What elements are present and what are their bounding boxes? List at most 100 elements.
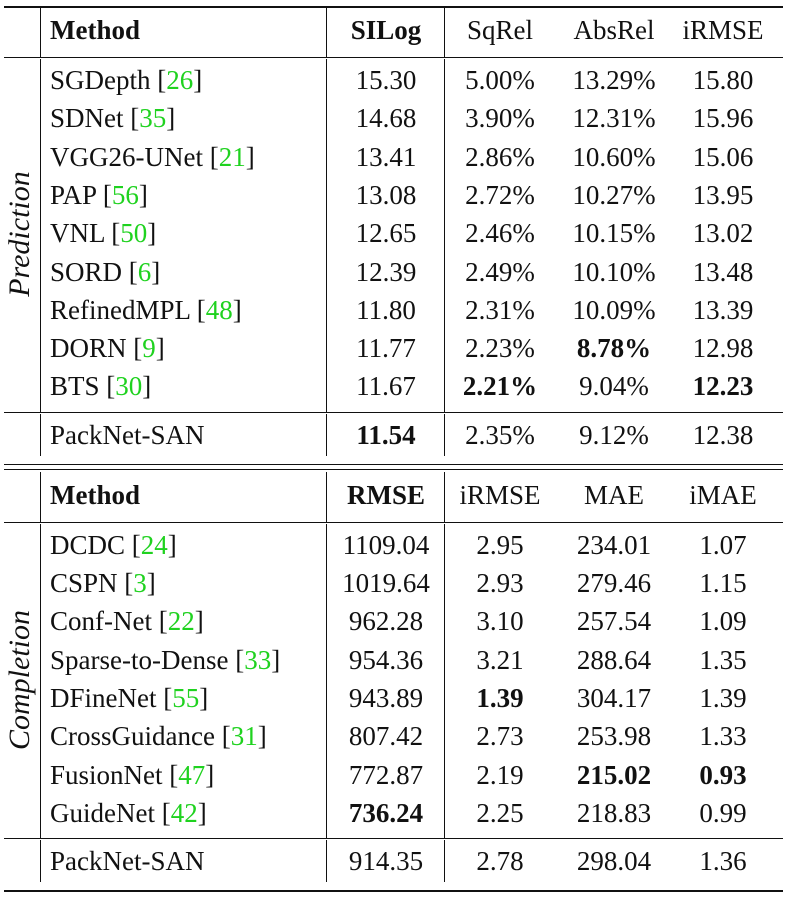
method-name: GuideNet <box>50 797 155 828</box>
method-name: VNL <box>50 218 105 249</box>
method-name: DCDC <box>50 529 126 560</box>
method-name: VGG26-UNet <box>50 141 203 172</box>
value-cell: 1.09 <box>699 606 747 637</box>
value-cell: 12.38 <box>692 419 754 450</box>
citation-link[interactable]: 47 <box>178 759 206 790</box>
value-cell: 1.39 <box>699 682 747 713</box>
citation-link[interactable]: 33 <box>244 644 272 675</box>
value-cell: 2.31% <box>465 294 535 325</box>
header-silog: SILog <box>350 15 422 45</box>
value-cell: 807.42 <box>348 721 424 752</box>
header-absrel: AbsRel <box>573 15 655 45</box>
value-cell: 13.48 <box>692 256 754 287</box>
citation-link[interactable]: 48 <box>205 294 233 325</box>
citation-link[interactable]: 56 <box>111 179 139 210</box>
value-cell: 772.87 <box>348 759 424 790</box>
citation-link[interactable]: 26 <box>166 65 194 95</box>
header-sqrel: SqRel <box>466 15 533 45</box>
value-cell: 253.98 <box>576 721 652 752</box>
value-cell: 13.95 <box>692 179 754 210</box>
column-divider <box>326 523 327 839</box>
value-cell: 13.39 <box>692 294 754 325</box>
value-cell: 3.90% <box>465 103 535 134</box>
value-cell: 2.35% <box>465 419 535 450</box>
value-cell: 12.31% <box>572 103 656 134</box>
value-cell: 1.07 <box>699 529 747 560</box>
header-irmse: iRMSE <box>682 15 764 45</box>
citation-link[interactable]: 31 <box>230 721 258 752</box>
value-cell: 15.80 <box>692 65 754 95</box>
value-cell: 954.36 <box>348 644 424 675</box>
header-mae: MAE <box>584 479 644 510</box>
value-cell: 2.46% <box>465 218 535 249</box>
value-cell: 12.65 <box>355 218 417 249</box>
value-cell: 12.98 <box>692 333 754 364</box>
value-cell: 9.04% <box>579 371 649 402</box>
method-name: Conf-Net <box>50 606 152 637</box>
value-cell: 2.93 <box>476 568 524 598</box>
value-cell: 2.23% <box>465 333 535 364</box>
citation-link[interactable]: 24 <box>140 529 168 560</box>
value-cell: 13.02 <box>692 218 754 249</box>
method-name: DFineNet <box>50 682 157 713</box>
column-divider <box>326 413 327 456</box>
column-divider <box>326 59 327 412</box>
method-name: BTS <box>50 371 100 402</box>
value-cell: 279.46 <box>576 568 652 598</box>
column-divider <box>444 840 445 883</box>
method-cell: Sparse-to-Dense [33] <box>50 644 281 675</box>
section-side-label: Completion <box>3 609 36 750</box>
value-cell: 11.67 <box>356 371 416 402</box>
value-cell: 2.19 <box>476 759 524 790</box>
citation-link[interactable]: 6 <box>137 256 152 287</box>
method-cell: BTS [30] <box>50 371 152 402</box>
citation-link[interactable]: 50 <box>120 218 148 249</box>
column-divider <box>40 471 41 522</box>
value-cell: 234.01 <box>576 529 652 560</box>
value-cell: 2.86% <box>465 141 535 172</box>
header-method: Method <box>50 479 140 510</box>
column-divider <box>444 471 445 522</box>
value-cell: 10.15% <box>572 218 656 249</box>
citation-link[interactable]: 42 <box>170 797 198 828</box>
value-cell: 2.78 <box>476 846 524 877</box>
value-cell: 1.35 <box>699 644 747 675</box>
method-cell: PAP [56] <box>50 179 148 210</box>
value-cell: 288.64 <box>576 644 652 675</box>
citation-link[interactable]: 22 <box>167 606 195 637</box>
citation-link[interactable]: 3 <box>133 568 147 598</box>
column-divider <box>40 840 41 883</box>
value-cell: 11.77 <box>356 333 416 364</box>
value-cell: 736.24 <box>348 797 424 828</box>
value-cell: 1019.64 <box>342 568 430 598</box>
citation-link[interactable]: 30 <box>115 371 143 402</box>
value-cell: 2.21% <box>462 371 538 402</box>
column-divider <box>326 840 327 883</box>
method-cell: SDNet [35] <box>50 103 176 134</box>
value-cell: 218.83 <box>576 797 652 828</box>
method-cell: DCDC [24] <box>50 529 177 560</box>
value-cell: 8.78% <box>576 333 652 364</box>
citation-link[interactable]: 55 <box>172 682 200 713</box>
value-cell: 2.49% <box>465 256 535 287</box>
citation-link[interactable]: 9 <box>142 333 156 364</box>
value-cell: 2.95 <box>476 529 524 560</box>
method-cell: FusionNet [47] <box>50 759 215 790</box>
method-name: PackNet-SAN <box>50 419 205 450</box>
value-cell: 943.89 <box>348 682 424 713</box>
method-cell: RefinedMPL [48] <box>50 294 242 325</box>
method-name: DORN <box>50 333 127 364</box>
value-cell: 1.33 <box>699 721 747 752</box>
value-cell: 298.04 <box>576 846 652 877</box>
citation-link[interactable]: 35 <box>139 103 167 134</box>
value-cell: 1.15 <box>699 568 747 598</box>
value-cell: 1.36 <box>699 846 747 877</box>
value-cell: 10.09% <box>572 294 656 325</box>
header-rmse: RMSE <box>346 479 425 510</box>
method-cell: SORD [6] <box>50 256 161 287</box>
column-divider <box>444 59 445 412</box>
column-divider <box>40 59 41 412</box>
citation-link[interactable]: 21 <box>218 141 246 172</box>
method-name: SORD <box>50 256 123 287</box>
